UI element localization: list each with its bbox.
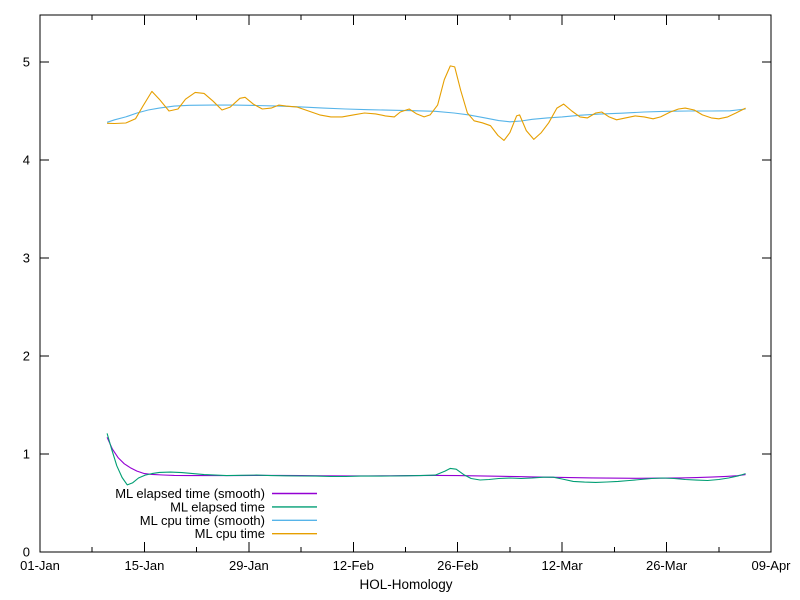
- y-tick-label: 2: [23, 349, 30, 364]
- series-line-ml-elapsed-time: [106, 433, 746, 486]
- x-tick-label: 12-Feb: [333, 558, 374, 573]
- legend-label-ml-elapsed-time: ML elapsed time: [170, 499, 265, 514]
- series-line-ml-elapsed-time-smooth: [106, 437, 746, 479]
- x-axis-title: HOL-Homology: [359, 577, 452, 592]
- y-tick-label: 4: [23, 153, 30, 168]
- y-tick-label: 5: [23, 55, 30, 70]
- x-tick-label: 29-Jan: [229, 558, 269, 573]
- legend: ML elapsed time (smooth)ML elapsed timeM…: [115, 486, 317, 541]
- y-tick-label: 0: [23, 545, 30, 560]
- x-tick-label: 15-Jan: [125, 558, 165, 573]
- x-tick-label: 01-Jan: [20, 558, 60, 573]
- legend-label-ml-elapsed-time-smooth: ML elapsed time (smooth): [115, 486, 265, 501]
- y-axis: 0 1 2 3 4 5: [23, 55, 771, 560]
- y-tick-label: 1: [23, 447, 30, 462]
- legend-label-ml-cpu-time-smooth: ML cpu time (smooth): [140, 513, 265, 528]
- y-tick-label: 3: [23, 251, 30, 266]
- x-tick-label: 26-Feb: [437, 558, 478, 573]
- legend-label-ml-cpu-time: ML cpu time: [195, 526, 265, 541]
- x-tick-label: 26-Mar: [646, 558, 688, 573]
- series-line-ml-cpu-time-smooth: [106, 104, 746, 123]
- series-line-ml-cpu-time: [107, 65, 746, 141]
- x-tick-label: 12-Mar: [542, 558, 584, 573]
- x-tick-label: 09-Apr: [751, 558, 791, 573]
- series-lines: [106, 65, 746, 486]
- x-axis: 01-Jan 15-Jan 29-Jan 12-Feb 26-Feb 12-Mar 26-M…: [20, 15, 791, 573]
